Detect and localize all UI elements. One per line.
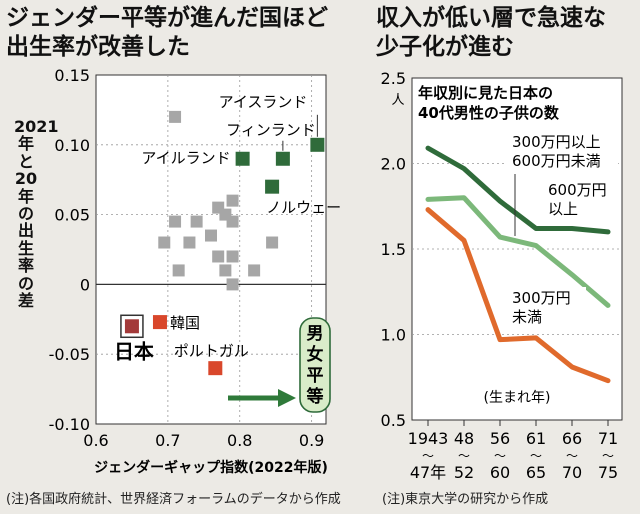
scatter-point-label: アイルランド — [141, 149, 230, 167]
line-x-tick-label-bottom: 70 — [562, 463, 582, 482]
line-y-tick-label: 2.5 — [381, 69, 406, 88]
line-series-label: 未満 — [512, 308, 542, 326]
line-x-tick-label-top: 1943 — [408, 429, 449, 448]
line-series-2 — [425, 207, 611, 384]
scatter-y-tick-label: 0.10 — [54, 136, 90, 155]
line-x-tick-tilde: 〜 — [494, 449, 506, 463]
scatter-point-other — [266, 236, 279, 249]
line-x-tick-label-bottom: 65 — [526, 463, 546, 482]
scatter-point-highlight — [235, 151, 250, 166]
right-title-line-1: 収入が低い層で急速な — [376, 5, 606, 31]
scatter-point-other — [183, 236, 196, 249]
scatter-point-label: ノルウェー — [266, 199, 341, 217]
line-chart-title-line-2: 40代男性の子供の数 — [418, 104, 560, 122]
scatter-point-other — [226, 278, 239, 291]
scatter-point-label: アイスランド — [219, 93, 308, 111]
scatter-y-tick-label: 0.05 — [54, 206, 90, 225]
line-series-label: 300万円 — [512, 289, 571, 307]
scatter-x-tick-label: 0.9 — [299, 431, 324, 450]
scatter-point-label: 韓国 — [170, 314, 200, 332]
line-x-axis-title: (生まれ年) — [484, 390, 551, 406]
line-x-tick-tilde: 〜 — [530, 449, 542, 463]
line-series-label: 300万円以上 — [512, 133, 601, 151]
line-x-tick-label-top: 61 — [526, 429, 546, 448]
equality-arrow-head — [278, 389, 296, 407]
equality-badge-char: 平 — [307, 366, 324, 386]
left-source-note: (注)各国政府統計、世界経済フォーラムのデータから作成 — [6, 492, 341, 507]
scatter-point-japan — [124, 319, 139, 334]
line-y-tick-label: 0.5 — [381, 411, 406, 430]
left-chart-title: ジェンダー平等が進んだ国ほど 出生率が改善した — [6, 4, 328, 62]
scatter-point-highlight — [265, 179, 280, 194]
scatter-point-japan-frame — [120, 314, 144, 339]
line-x-tick-tilde: 〜 — [602, 449, 614, 463]
left-title-line-2: 出生率が改善した — [6, 34, 190, 60]
line-x-tick-label-bottom: 47年 — [410, 463, 446, 482]
scatter-point-other — [226, 194, 239, 207]
line-x-tick-tilde: 〜 — [458, 449, 470, 463]
scatter-y-tick-label: -0.05 — [49, 345, 90, 364]
left-title-line-1: ジェンダー平等が進んだ国ほど — [6, 5, 328, 31]
scatter-point-other — [226, 250, 239, 263]
scatter-point-other — [226, 215, 239, 228]
line-series-0 — [425, 145, 611, 235]
scatter-point-other — [158, 236, 171, 249]
line-x-tick-label-bottom: 52 — [454, 463, 474, 482]
line-x-tick-tilde: 〜 — [422, 449, 434, 463]
line-series-label-bg — [506, 287, 586, 329]
equality-badge — [299, 317, 331, 413]
line-series-1 — [425, 195, 611, 308]
line-x-tick-label-top: 56 — [490, 429, 510, 448]
right-title-line-2: 少子化が進む — [376, 34, 514, 60]
scatter-x-tick-label: 0.7 — [155, 431, 180, 450]
scatter-y-tick-label: 0.15 — [54, 66, 90, 85]
scatter-x-axis-title: ジェンダーギャップ指数(2022年版) — [94, 459, 328, 476]
right-source-note: (注)東京大学の研究から作成 — [382, 492, 549, 507]
line-x-tick-label-top: 66 — [562, 429, 582, 448]
scatter-point-label: 日本 — [114, 339, 154, 363]
scatter-point-other — [169, 110, 182, 123]
scatter-point-other — [212, 250, 225, 263]
scatter-y-tick-label: -0.10 — [49, 415, 90, 434]
equality-badge-char: 男 — [307, 324, 324, 344]
line-series-label: 以上 — [548, 200, 578, 218]
line-x-tick-label-top: 71 — [598, 429, 618, 448]
line-series-label-bg — [506, 131, 618, 172]
line-series-label: 600万円未満 — [512, 152, 601, 170]
scatter-point-other — [248, 264, 261, 277]
scatter-point-korea — [208, 361, 223, 376]
scatter-point-korea — [152, 315, 167, 330]
right-chart-title: 収入が低い層で急速な 少子化が進む — [376, 4, 606, 62]
line-x-tick-tilde: 〜 — [566, 449, 578, 463]
scatter-point-highlight — [275, 151, 290, 166]
equality-badge-char: 等 — [307, 386, 324, 407]
scatter-point-other — [219, 264, 232, 277]
line-y-tick-label: 1.5 — [381, 240, 406, 259]
line-x-tick-label-top: 48 — [454, 429, 474, 448]
scatter-point-highlight — [310, 137, 325, 152]
scatter-point-other — [190, 215, 203, 228]
line-x-tick-label-bottom: 75 — [598, 463, 618, 482]
line-y-tick-label: 2.0 — [381, 155, 406, 174]
scatter-x-tick-label: 0.6 — [83, 431, 108, 450]
scatter-point-other — [172, 264, 185, 277]
line-chart-title-line-1: 年収別に見た日本の — [418, 84, 553, 102]
scatter-point-other — [205, 229, 217, 242]
scatter-point-other — [169, 215, 182, 228]
scatter-point-label: ポルトガル — [174, 342, 249, 360]
line-y-unit: 人 — [391, 93, 404, 108]
line-series-label: 600万円 — [548, 181, 607, 199]
scatter-point-label: フィンランド — [226, 121, 316, 139]
line-y-tick-label: 1.0 — [381, 326, 406, 345]
line-x-tick-label-bottom: 60 — [490, 463, 510, 482]
equality-badge-char: 女 — [307, 344, 324, 365]
scatter-x-tick-label: 0.8 — [227, 431, 252, 450]
line-series-label-bg — [544, 180, 614, 222]
scatter-y-tick-label: 0 — [80, 275, 90, 294]
